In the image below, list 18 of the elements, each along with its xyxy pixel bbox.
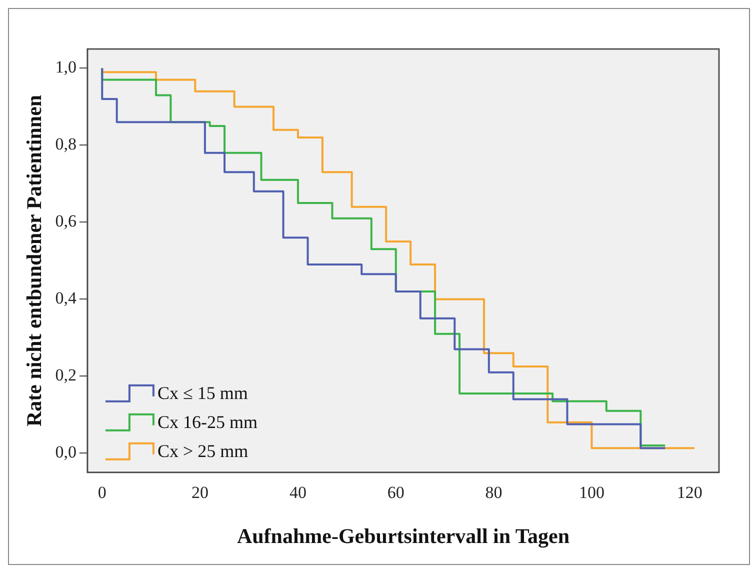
x-tick-label: 80	[485, 483, 502, 502]
legend-label: Cx > 25 mm	[157, 441, 248, 462]
y-tick-label: 0,0	[55, 442, 76, 462]
y-tick-label: 1,0	[55, 58, 76, 77]
y-axis-title: Rate nicht entbundener Patientinnen	[22, 94, 46, 426]
x-tick-label: 0	[98, 483, 106, 502]
legend-label: Cx ≤ 15 mm	[157, 383, 248, 404]
x-tick-label: 100	[578, 483, 604, 502]
x-tick-label: 40	[289, 483, 306, 502]
y-tick-label: 0,4	[55, 288, 77, 308]
x-tick-label: 60	[387, 483, 404, 502]
y-tick-label: 0,8	[55, 134, 76, 154]
legend-label: Cx 16-25 mm	[157, 412, 258, 432]
x-tick-label: 120	[676, 483, 702, 502]
x-axis-title: Aufnahme-Geburtsintervall in Tagen	[236, 524, 570, 548]
x-tick-label: 20	[192, 483, 209, 502]
y-tick-label: 0,2	[55, 366, 76, 385]
y-tick-label: 0,6	[55, 212, 76, 231]
